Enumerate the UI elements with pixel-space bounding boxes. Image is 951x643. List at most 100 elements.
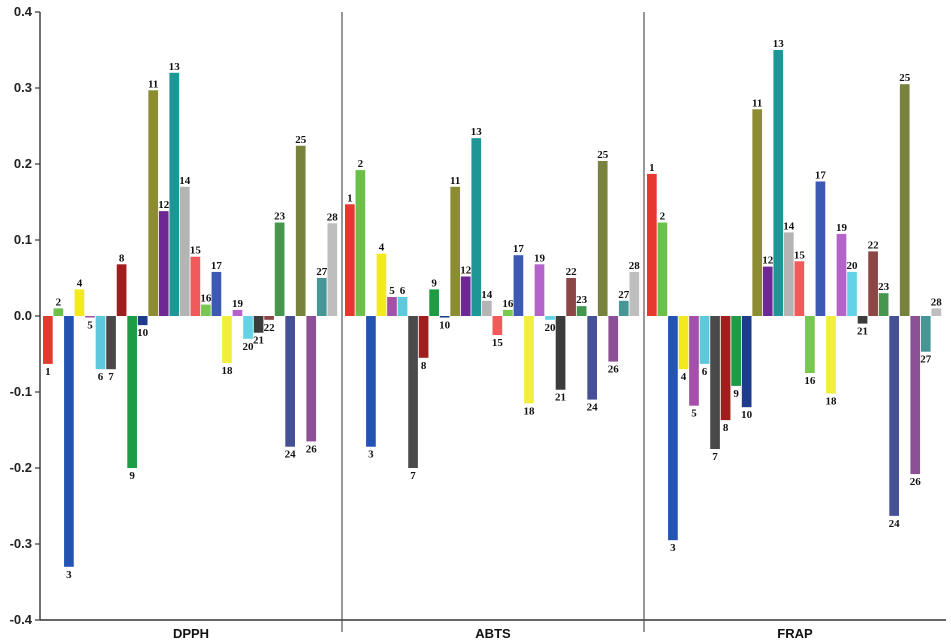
bar-abts-5 [387, 297, 397, 316]
bar-label-frap-19: 19 [836, 222, 848, 234]
bar-dpph-4 [74, 289, 85, 316]
bar-label-dpph-23: 23 [274, 211, 286, 223]
y-tick-label: -0.2 [10, 460, 32, 475]
bar-dpph-26 [306, 316, 317, 442]
bar-label-frap-11: 11 [752, 97, 762, 109]
bar-dpph-18 [222, 316, 232, 364]
bar-dpph-10 [137, 316, 148, 326]
bar-abts-22 [566, 278, 576, 316]
bar-dpph-3 [64, 316, 74, 567]
bar-abts-19 [534, 264, 545, 316]
bar-label-frap-16: 16 [804, 375, 816, 387]
bar-abts-21 [555, 316, 566, 390]
bar-label-frap-12: 12 [762, 255, 774, 267]
bar-label-dpph-18: 18 [221, 365, 233, 377]
bar-frap-6 [699, 316, 710, 364]
bar-abts-24 [587, 316, 598, 400]
bar-frap-16 [805, 316, 815, 373]
bar-label-dpph-26: 26 [306, 443, 318, 455]
bar-label-dpph-20: 20 [243, 341, 255, 353]
bar-label-dpph-5: 5 [87, 320, 93, 332]
bar-label-frap-4: 4 [681, 371, 687, 383]
bar-abts-11 [450, 186, 461, 316]
bar-label-abts-1: 1 [347, 192, 353, 204]
bar-frap-11 [752, 109, 763, 316]
bar-label-abts-10: 10 [439, 320, 451, 332]
bar-abts-16 [503, 309, 513, 316]
bar-label-dpph-14: 14 [179, 175, 191, 187]
y-tick-label: 0.2 [14, 156, 32, 171]
bar-label-abts-23: 23 [576, 294, 588, 306]
bar-dpph-6 [95, 316, 106, 370]
bar-frap-13 [773, 50, 784, 316]
bar-label-abts-15: 15 [492, 337, 504, 349]
bar-label-dpph-11: 11 [148, 78, 158, 90]
bar-abts-12 [460, 276, 471, 316]
bar-label-dpph-25: 25 [295, 134, 307, 146]
bar-dpph-23 [274, 222, 285, 316]
bars [43, 50, 942, 567]
bar-label-dpph-19: 19 [232, 298, 244, 310]
bar-label-dpph-8: 8 [119, 252, 125, 264]
bar-dpph-21 [253, 316, 264, 333]
bar-label-frap-26: 26 [910, 476, 922, 488]
bar-label-frap-5: 5 [691, 408, 697, 420]
y-tick-label: -0.1 [10, 384, 32, 399]
y-tick-label: 0.3 [14, 80, 32, 95]
bar-label-frap-6: 6 [702, 366, 708, 378]
bar-abts-10 [439, 316, 450, 318]
bar-label-frap-14: 14 [783, 220, 795, 232]
bar-label-abts-20: 20 [545, 322, 557, 334]
y-tick-label: 0.4 [14, 4, 33, 19]
bar-frap-22 [868, 251, 878, 316]
bar-label-dpph-22: 22 [264, 322, 276, 334]
bar-abts-20 [545, 316, 555, 320]
bar-label-abts-19: 19 [534, 252, 546, 264]
bar-label-dpph-17: 17 [211, 260, 223, 272]
bar-dpph-14 [179, 186, 190, 316]
y-tick-label: -0.4 [10, 612, 33, 627]
bar-abts-7 [408, 316, 418, 468]
bar-label-frap-28: 28 [931, 296, 943, 308]
bar-frap-26 [910, 316, 921, 475]
bar-abts-23 [576, 306, 587, 316]
bar-frap-12 [762, 266, 773, 316]
bar-label-abts-26: 26 [608, 364, 620, 376]
bar-frap-19 [836, 233, 847, 316]
bar-abts-1 [345, 204, 355, 316]
bar-dpph-12 [158, 211, 169, 316]
bar-label-abts-25: 25 [597, 149, 609, 161]
bar-label-dpph-1: 1 [45, 366, 51, 378]
bar-dpph-15 [190, 256, 201, 316]
bar-label-dpph-28: 28 [327, 211, 339, 223]
bar-abts-6 [397, 297, 408, 316]
bar-label-abts-5: 5 [389, 285, 395, 297]
bar-dpph-17 [211, 271, 222, 316]
bar-dpph-1 [43, 316, 53, 364]
bar-label-abts-8: 8 [421, 360, 427, 372]
bar-label-abts-9: 9 [431, 277, 437, 289]
bar-label-frap-13: 13 [773, 38, 785, 50]
bar-dpph-27 [316, 278, 327, 316]
bar-label-abts-22: 22 [566, 266, 578, 278]
bar-frap-20 [847, 271, 857, 316]
bar-abts-15 [492, 316, 503, 335]
bar-label-abts-24: 24 [587, 402, 599, 414]
bar-dpph-8 [116, 264, 127, 316]
bar-frap-3 [668, 316, 678, 541]
bar-label-frap-2: 2 [660, 211, 666, 223]
bar-label-abts-28: 28 [629, 260, 641, 272]
bar-abts-28 [629, 271, 640, 316]
bar-label-abts-21: 21 [555, 392, 566, 404]
bar-frap-27 [920, 316, 931, 352]
bar-label-frap-10: 10 [741, 409, 753, 421]
bar-abts-13 [471, 138, 482, 316]
bar-label-dpph-16: 16 [200, 293, 212, 305]
bar-frap-25 [899, 84, 910, 316]
bar-frap-9 [731, 316, 741, 386]
bar-abts-27 [618, 300, 629, 316]
bar-abts-4 [376, 253, 387, 316]
bar-label-dpph-9: 9 [129, 470, 135, 482]
bar-label-frap-27: 27 [920, 354, 932, 366]
